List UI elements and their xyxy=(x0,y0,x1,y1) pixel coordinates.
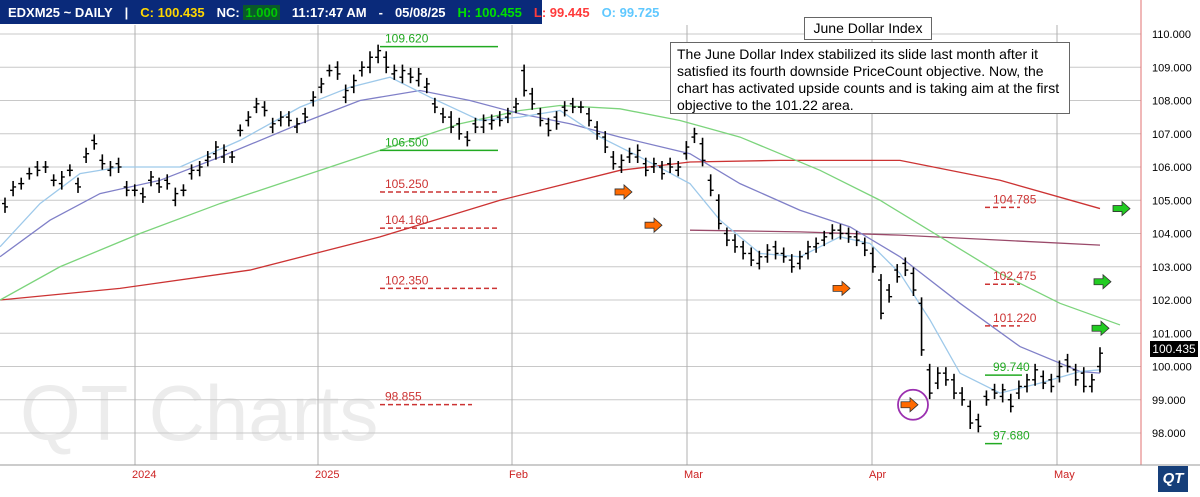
close-value: 100.435 xyxy=(157,4,205,20)
high-prefix: H: xyxy=(457,4,472,20)
high-value: 100.455 xyxy=(474,4,522,20)
downside-arrow-icon xyxy=(614,184,633,200)
qt-logo: QT xyxy=(1158,466,1188,492)
x-tick-label: Mar xyxy=(684,469,703,481)
price-level-label: 98.855 xyxy=(385,390,422,404)
time-value: 11:17:47 AM xyxy=(291,4,367,20)
y-tick-label: 105.000 xyxy=(1152,195,1192,207)
y-tick-label: 104.000 xyxy=(1152,229,1192,241)
chart-header: EDXM25 ~ DAILY | C: 100.435 NC: 1.000 11… xyxy=(0,0,659,24)
price-level-label: 109.620 xyxy=(385,32,429,46)
header-dash: - xyxy=(378,4,383,20)
y-tick-label: 103.000 xyxy=(1152,262,1192,274)
x-tick-label: 2025 xyxy=(315,469,339,481)
ma-maroon-line xyxy=(689,229,1101,246)
price-level-label: 102.350 xyxy=(385,273,429,287)
x-tick-label: May xyxy=(1054,469,1075,481)
close-label: C: 100.435 xyxy=(140,5,204,20)
symbol-label[interactable]: EDXM25 ~ DAILY xyxy=(8,4,113,20)
downside-arrow-icon xyxy=(900,396,919,413)
y-tick-label: 110.000 xyxy=(1152,29,1191,41)
x-tick-label: 2024 xyxy=(132,469,156,481)
last-price-tag: 100.435 xyxy=(1150,341,1198,357)
y-tick-label: 99.000 xyxy=(1152,395,1186,407)
price-level-label: 104.785 xyxy=(993,192,1037,206)
low-value: 99.445 xyxy=(549,4,590,20)
nc-prefix: NC: xyxy=(216,4,240,20)
price-level-label: 105.250 xyxy=(385,177,429,191)
y-tick-label: 101.000 xyxy=(1152,328,1192,340)
ma-red-line xyxy=(0,159,1101,301)
ma-fast-line xyxy=(0,76,1101,394)
info-title: June Dollar Index xyxy=(804,17,932,40)
watermark-text: QT Charts xyxy=(20,369,378,457)
open-label: O: 99.725 xyxy=(602,5,660,20)
price-level-label: 101.220 xyxy=(993,311,1037,325)
ma-green-line xyxy=(0,104,1121,326)
y-tick-label: 98.000 xyxy=(1152,428,1186,440)
downside-arrow-icon xyxy=(644,217,663,234)
info-text: The June Dollar Index stabilized its sli… xyxy=(670,42,1070,114)
open-value: 99.725 xyxy=(619,4,660,20)
highlight-circle xyxy=(897,388,929,421)
y-tick-label: 102.000 xyxy=(1152,295,1192,307)
y-tick-label: 109.000 xyxy=(1152,62,1192,74)
low-prefix: L: xyxy=(533,4,547,20)
y-tick-label: 108.000 xyxy=(1152,96,1192,108)
header-separator: | xyxy=(124,4,129,20)
price-level-label: 104.160 xyxy=(385,213,429,227)
ma-blue-line xyxy=(0,89,1101,374)
nc-label: NC: 1.000 xyxy=(216,4,280,20)
nc-value: 1.000 xyxy=(243,4,280,20)
downside-arrow-icon xyxy=(832,280,851,297)
x-tick-label: Apr xyxy=(869,469,886,481)
low-label: L: 99.445 xyxy=(534,5,590,20)
price-level-label: 102.475 xyxy=(993,269,1037,283)
y-tick-label: 100.000 xyxy=(1152,362,1192,374)
y-tick-label: 107.000 xyxy=(1152,129,1192,141)
price-level-label: 99.740 xyxy=(993,360,1030,374)
price-level-label: 97.680 xyxy=(993,429,1030,443)
date-value: 05/08/25 xyxy=(394,4,446,20)
price-level-label: 106.500 xyxy=(385,135,429,149)
upside-arrow-icon xyxy=(1093,273,1112,290)
high-label: H: 100.455 xyxy=(458,5,522,20)
y-tick-label: 106.000 xyxy=(1152,162,1192,174)
upside-arrow-icon xyxy=(1112,200,1131,217)
close-prefix: C: xyxy=(140,4,155,20)
x-tick-label: Feb xyxy=(509,469,528,481)
upside-arrow-icon xyxy=(1091,320,1110,337)
open-prefix: O: xyxy=(601,4,617,20)
